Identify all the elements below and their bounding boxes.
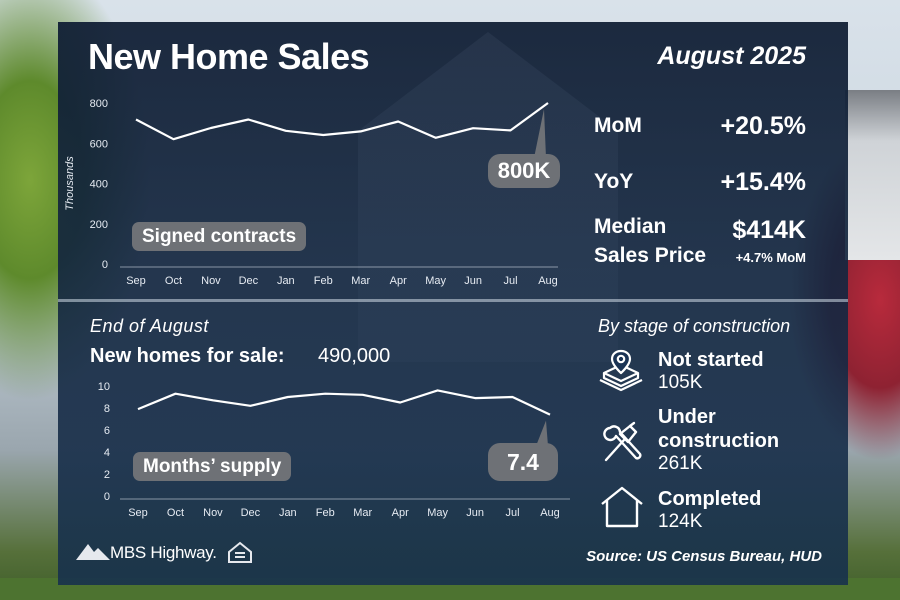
mom-value: +20.5% (720, 112, 807, 140)
house-outline-icon (601, 486, 643, 528)
callout-pointer (534, 109, 546, 158)
source-note: Source: US Census Bureau, HUD (586, 548, 822, 565)
x-tick-label: Mar (353, 507, 372, 519)
page-title: New Home Sales (88, 36, 370, 77)
stage-under-construction-value: 261K (658, 453, 703, 474)
y-tick-label: 800 (90, 98, 108, 110)
mom-label: MoM (594, 114, 642, 137)
report-date: August 2025 (657, 42, 806, 70)
x-tick-label: Oct (167, 507, 184, 519)
months-supply-callout: 7.4 (488, 443, 558, 481)
x-tick-label: Jul (504, 275, 518, 287)
x-tick-label: Apr (392, 507, 409, 519)
y-tick-label: 4 (104, 447, 110, 459)
signed-contracts-callout: 800K (488, 154, 560, 188)
x-tick-label: Aug (540, 507, 560, 519)
x-tick-label: Jan (277, 275, 295, 287)
x-tick-label: Jan (279, 507, 297, 519)
x-tick-label: Nov (203, 507, 223, 519)
location-pin-foundation-icon (599, 349, 643, 392)
x-tick-label: Feb (316, 507, 335, 519)
x-tick-label: May (425, 275, 446, 287)
series-line (135, 102, 549, 141)
equal-housing-icon (228, 541, 252, 563)
stage-completed-value: 124K (658, 511, 703, 532)
section-divider (58, 299, 848, 302)
mbs-highway-logo-icon (76, 544, 110, 560)
stage-not-started-name: Not started (658, 349, 764, 371)
x-tick-label: Apr (390, 275, 407, 287)
y-tick-label: 0 (104, 491, 110, 503)
x-tick-label: Dec (241, 507, 261, 519)
y-tick-label: 200 (90, 219, 108, 231)
x-tick-label: Aug (538, 275, 558, 287)
background-house (845, 90, 900, 260)
infographic-panel: New Home Sales August 2025 0 200 400 600 800… (58, 22, 848, 585)
x-tick-label: Oct (165, 275, 182, 287)
x-tick-label: Mar (351, 275, 370, 287)
y-axis-label: Thousands (64, 156, 76, 211)
inventory-period: End of August (90, 316, 209, 336)
y-tick-label: 2 (104, 469, 110, 481)
homes-for-sale-label: New homes for sale: (90, 345, 285, 367)
y-tick-label: 10 (98, 381, 110, 393)
hammer-wrench-icon (603, 421, 642, 462)
x-tick-label: Jun (464, 275, 482, 287)
y-tick-label: 6 (104, 425, 110, 437)
months-supply-chart: 0 2 4 6 8 10 Sep Oct Nov Dec Jan Feb Mar Apr May Jun Jul… (98, 381, 570, 519)
x-tick-label: Sep (128, 507, 148, 519)
x-tick-label: Sep (126, 275, 146, 287)
brand-name: MBS Highway. (110, 543, 217, 562)
y-tick-label: 0 (102, 259, 108, 271)
x-tick-label: Jun (466, 507, 484, 519)
y-tick-label: 8 (104, 403, 110, 415)
y-tick-label: 400 (90, 179, 108, 191)
stage-under-construction-name-line2: construction (658, 430, 780, 452)
x-tick-label: Nov (201, 275, 221, 287)
months-supply-label: Months’ supply (133, 452, 292, 481)
yoy-value: +15.4% (720, 168, 807, 196)
signed-contracts-label: Signed contracts (132, 222, 307, 251)
yoy-label: YoY (594, 170, 634, 193)
x-tick-label: May (427, 507, 448, 519)
stage-completed-name: Completed (658, 488, 762, 510)
y-tick-label: 600 (90, 138, 108, 150)
callout-pointer (536, 420, 548, 446)
median-price-change: +4.7% MoM (735, 250, 806, 265)
series-line (137, 389, 551, 416)
median-price-value: $414K (732, 216, 806, 244)
x-tick-label: Jul (506, 507, 520, 519)
median-label-line1: Median (594, 215, 667, 238)
x-tick-label: Dec (239, 275, 259, 287)
signed-contracts-chart: 0 200 400 600 800 Sep Oct Nov Dec Jan Feb Mar Apr May… (64, 98, 558, 287)
median-label-line2: Sales Price (594, 244, 707, 267)
x-tick-label: Feb (314, 275, 333, 287)
homes-for-sale-value: 490,000 (318, 345, 391, 367)
stage-section-title: By stage of construction (598, 316, 791, 336)
stage-not-started-value: 105K (658, 372, 703, 393)
stage-under-construction-name-line1: Under (658, 406, 716, 428)
